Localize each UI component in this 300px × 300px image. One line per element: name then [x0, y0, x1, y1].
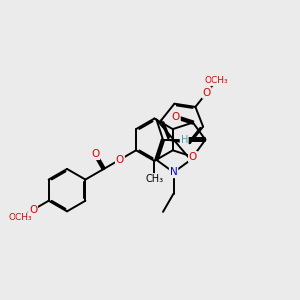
Text: O: O — [189, 152, 197, 162]
Text: O: O — [29, 205, 37, 215]
Text: N: N — [170, 167, 178, 177]
Text: CH₃: CH₃ — [146, 174, 164, 184]
Text: OCH₃: OCH₃ — [8, 213, 32, 222]
Text: O: O — [91, 149, 99, 159]
Text: OCH₃: OCH₃ — [204, 76, 228, 85]
Text: H: H — [181, 135, 188, 145]
Text: O: O — [172, 112, 180, 122]
Text: O: O — [202, 88, 211, 98]
Text: O: O — [116, 154, 124, 165]
